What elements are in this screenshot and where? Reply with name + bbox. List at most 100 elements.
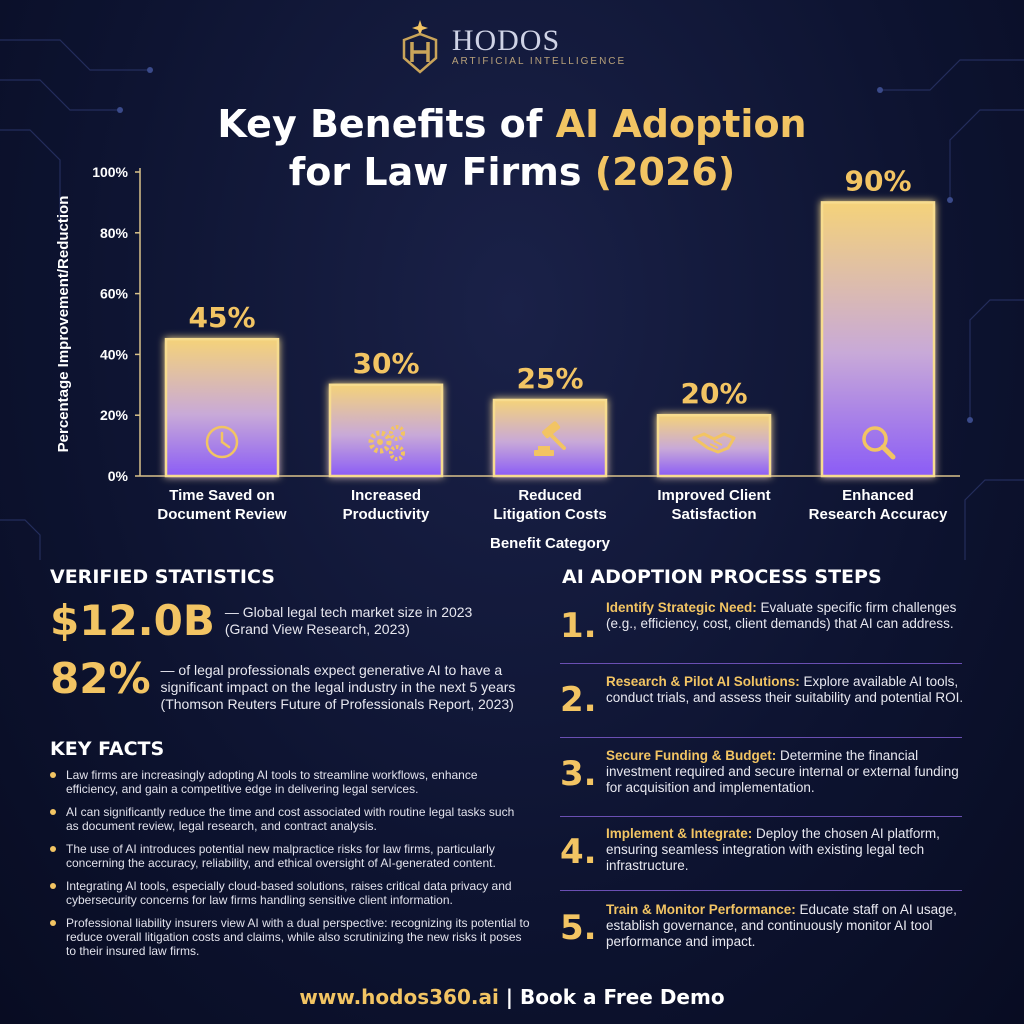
x-tick-label: Time Saved on bbox=[169, 487, 275, 504]
key-facts-heading: KEY FACTS bbox=[50, 738, 165, 760]
x-axis-label: Benefit Category bbox=[490, 535, 611, 552]
footer-separator: | bbox=[498, 985, 521, 1009]
stat-line: — of legal professionals expect generati… bbox=[160, 662, 503, 678]
gears-icon bbox=[368, 425, 405, 461]
step-divider bbox=[560, 816, 962, 817]
fact-text: Integrating AI tools, especially cloud-b… bbox=[66, 879, 512, 907]
gavel-icon bbox=[534, 421, 566, 456]
list-item: The use of AI introduces potential new m… bbox=[50, 842, 530, 870]
logo: HODOS ARTIFICIAL INTELLIGENCE bbox=[0, 18, 1024, 74]
step-number: 3. bbox=[560, 754, 597, 794]
process-step-3: 3. Secure Funding & Budget: Determine th… bbox=[560, 748, 965, 796]
step-body: Explore available AI tools, conduct tria… bbox=[606, 674, 964, 705]
bar bbox=[820, 201, 936, 478]
bullet-icon bbox=[50, 846, 56, 852]
bar-chart: 0% 20% 40% 60% 80% 100% Percentage Improvement… bbox=[55, 164, 960, 552]
x-tick-label: Productivity bbox=[343, 506, 430, 523]
stat-genai-impact: 82% — of legal professionals expect gene… bbox=[50, 656, 515, 713]
fact-text: The use of AI introduces potential new m… bbox=[66, 842, 496, 870]
y-tick-label: 60% bbox=[100, 286, 129, 302]
footer-url-link[interactable]: www.hodos360.ai bbox=[299, 985, 499, 1009]
list-item: Law firms are increasingly adopting AI t… bbox=[50, 768, 530, 796]
x-tick-label: Reduced bbox=[518, 487, 581, 504]
stat-line: — Global legal tech market size in 2023 bbox=[224, 604, 473, 620]
x-tick-label: Research Accuracy bbox=[809, 506, 948, 523]
list-item: Professional liability insurers view AI … bbox=[50, 916, 530, 958]
bar bbox=[492, 398, 608, 478]
process-step-5: 5. Train & Monitor Performance: Educate … bbox=[560, 902, 965, 950]
bar bbox=[328, 383, 444, 478]
step-title: Research & Pilot AI Solutions: bbox=[606, 674, 800, 689]
title-line1-prefix: Key Benefits of bbox=[217, 102, 556, 146]
key-facts-list: Law firms are increasingly adopting AI t… bbox=[50, 768, 530, 967]
stat-value: $12.0B bbox=[50, 596, 215, 645]
stat-value: 82% bbox=[50, 654, 151, 703]
stat-line: (Grand View Research, 2023) bbox=[224, 621, 410, 637]
bar-value-label: 30% bbox=[352, 347, 419, 380]
x-tick-label: Litigation Costs bbox=[493, 506, 606, 523]
stat-description: — Global legal tech market size in 2023 … bbox=[225, 598, 472, 638]
step-number: 1. bbox=[560, 606, 597, 646]
step-body: Deploy the chosen AI platform, ensuring … bbox=[606, 826, 940, 873]
step-divider bbox=[560, 663, 962, 664]
step-body: Determine the financial investment requi… bbox=[606, 748, 959, 795]
x-tick-label: Improved Client bbox=[657, 487, 770, 504]
step-text: Train & Monitor Performance: Educate sta… bbox=[606, 902, 965, 950]
footer: www.hodos360.ai | Book a Free Demo bbox=[0, 985, 1024, 1009]
x-tick-label: Enhanced bbox=[842, 487, 914, 504]
logo-subtitle: ARTIFICIAL INTELLIGENCE bbox=[451, 55, 627, 67]
book-demo-link[interactable]: Book a Free Demo bbox=[520, 985, 725, 1009]
step-title: Implement & Integrate: bbox=[606, 826, 753, 841]
fact-text: Law firms are increasingly adopting AI t… bbox=[66, 768, 478, 796]
process-step-1: 1. Identify Strategic Need: Evaluate spe… bbox=[560, 600, 965, 646]
step-text: Secure Funding & Budget: Determine the f… bbox=[606, 748, 965, 796]
step-text: Identify Strategic Need: Evaluate specif… bbox=[606, 600, 965, 646]
step-title: Identify Strategic Need: bbox=[606, 600, 757, 615]
page-title: Key Benefits of AI Adoption for Law Firm… bbox=[0, 100, 1024, 196]
y-tick-label: 0% bbox=[108, 468, 129, 484]
stat-line: (Thomson Reuters Future of Professionals… bbox=[160, 696, 514, 712]
step-body: Evaluate specific firm challenges (e.g.,… bbox=[606, 600, 957, 631]
process-step-2: 2. Research & Pilot AI Solutions: Explor… bbox=[560, 674, 965, 720]
step-number: 2. bbox=[560, 680, 597, 720]
bullet-icon bbox=[50, 920, 56, 926]
bar-value-label: 20% bbox=[680, 377, 747, 410]
bullet-icon bbox=[50, 883, 56, 889]
fact-text: Professional liability insurers view AI … bbox=[66, 916, 530, 958]
logo-name: HODOS bbox=[451, 23, 561, 57]
bullet-icon bbox=[50, 809, 56, 815]
step-divider bbox=[560, 890, 962, 891]
bar-value-label: 45% bbox=[188, 301, 255, 334]
bullet-icon bbox=[50, 772, 56, 778]
step-body: Educate staff on AI usage, establish gov… bbox=[606, 902, 957, 949]
title-line1-highlight: AI Adoption bbox=[555, 102, 807, 146]
hodos-logo-icon bbox=[402, 20, 438, 74]
stat-market-size: $12.0B — Global legal tech market size i… bbox=[50, 598, 472, 644]
bar bbox=[164, 337, 280, 478]
y-tick-label: 80% bbox=[100, 225, 129, 241]
process-step-4: 4. Implement & Integrate: Deploy the cho… bbox=[560, 826, 965, 874]
title-line2-prefix: for Law Firms bbox=[288, 150, 595, 194]
bar-value-label: 25% bbox=[516, 362, 583, 395]
magnifier-icon bbox=[862, 426, 896, 460]
list-item: Integrating AI tools, especially cloud-b… bbox=[50, 879, 530, 907]
x-tick-label: Satisfaction bbox=[671, 506, 756, 523]
y-tick-label: 40% bbox=[100, 346, 129, 362]
process-heading: AI ADOPTION PROCESS STEPS bbox=[562, 566, 882, 588]
clock-icon bbox=[205, 425, 239, 459]
step-text: Research & Pilot AI Solutions: Explore a… bbox=[606, 674, 965, 720]
list-item: AI can significantly reduce the time and… bbox=[50, 805, 530, 833]
stat-description: — of legal professionals expect generati… bbox=[161, 656, 516, 713]
step-text: Implement & Integrate: Deploy the chosen… bbox=[606, 826, 965, 874]
y-axis-label: Percentage Improvement/Reduction bbox=[55, 196, 72, 453]
step-title: Secure Funding & Budget: bbox=[606, 748, 777, 763]
step-divider bbox=[560, 737, 962, 738]
step-title: Train & Monitor Performance: bbox=[606, 902, 796, 917]
bar-value-label: 90% bbox=[844, 164, 911, 197]
x-tick-label: Document Review bbox=[157, 506, 287, 523]
y-tick-label: 100% bbox=[92, 164, 128, 180]
step-number: 4. bbox=[560, 832, 597, 872]
stat-line: significant impact on the legal industry… bbox=[160, 679, 516, 695]
handshake-icon bbox=[692, 432, 736, 454]
